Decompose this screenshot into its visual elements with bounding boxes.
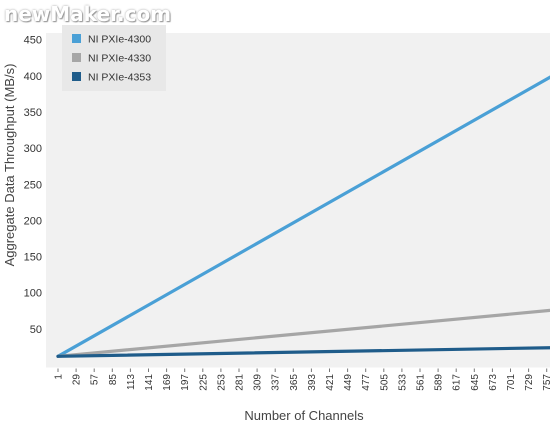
x-tick-label: 337: [271, 374, 282, 391]
x-tick-label: 141: [144, 374, 155, 391]
y-tick-label: 150: [24, 252, 42, 264]
y-tick-label: 400: [24, 71, 42, 83]
x-axis-ticks: 1 29 57 85 113 141 169 197 225 253 281 309 337 365 393…: [54, 368, 550, 391]
x-tick-label: 589: [434, 374, 445, 391]
x-tick-label: 1: [54, 374, 65, 380]
x-tick-label: 225: [198, 374, 209, 391]
x-tick-label: 701: [506, 374, 517, 391]
x-tick-label: 113: [126, 374, 137, 390]
legend-swatch: [72, 53, 81, 62]
y-tick-label: 100: [24, 288, 42, 300]
x-tick-label: 253: [216, 374, 227, 391]
legend-swatch: [72, 34, 81, 43]
y-tick-label: 300: [24, 143, 42, 155]
x-tick-label: 365: [289, 374, 300, 391]
x-tick-label: 29: [72, 374, 83, 386]
legend: NI PXIe-4300 NI PXIe-4330 NI PXIe-4353: [62, 25, 166, 91]
x-tick-label: 533: [397, 374, 408, 391]
legend-label: NI PXIe-4300: [88, 34, 151, 46]
x-tick-label: 393: [307, 374, 318, 391]
legend-label: NI PXIe-4353: [88, 72, 151, 84]
y-tick-label: 250: [24, 179, 42, 191]
legend-label: NI PXIe-4330: [88, 53, 151, 65]
watermark-logo: newMaker.com: [4, 2, 171, 26]
y-tick-label: 50: [30, 324, 42, 336]
legend-swatch: [72, 72, 81, 81]
x-tick-label: 673: [488, 374, 499, 391]
x-tick-label: 57: [90, 374, 101, 386]
y-axis-label: Aggregate Data Throughput (MB/s): [2, 64, 17, 267]
x-tick-label: 281: [235, 374, 246, 391]
x-tick-label: 617: [452, 374, 463, 391]
x-tick-label: 169: [162, 374, 173, 391]
y-tick-label: 450: [24, 35, 42, 47]
x-tick-label: 421: [325, 374, 336, 391]
x-tick-label: 645: [470, 374, 481, 391]
x-axis-label: Number of Channels: [244, 408, 364, 423]
x-tick-label: 197: [180, 374, 191, 391]
x-tick-label: 505: [379, 374, 390, 391]
y-tick-label: 200: [24, 215, 42, 227]
x-tick-label: 757: [542, 374, 550, 391]
y-axis-ticks: 50 100 150 200 250 300 350 400 450: [24, 35, 42, 336]
y-tick-label: 350: [24, 107, 42, 119]
x-tick-label: 85: [108, 374, 119, 386]
x-tick-label: 309: [253, 374, 264, 391]
x-tick-label: 449: [343, 374, 354, 391]
x-tick-label: 561: [416, 374, 427, 391]
x-tick-label: 477: [361, 374, 372, 391]
x-tick-label: 729: [524, 374, 535, 391]
